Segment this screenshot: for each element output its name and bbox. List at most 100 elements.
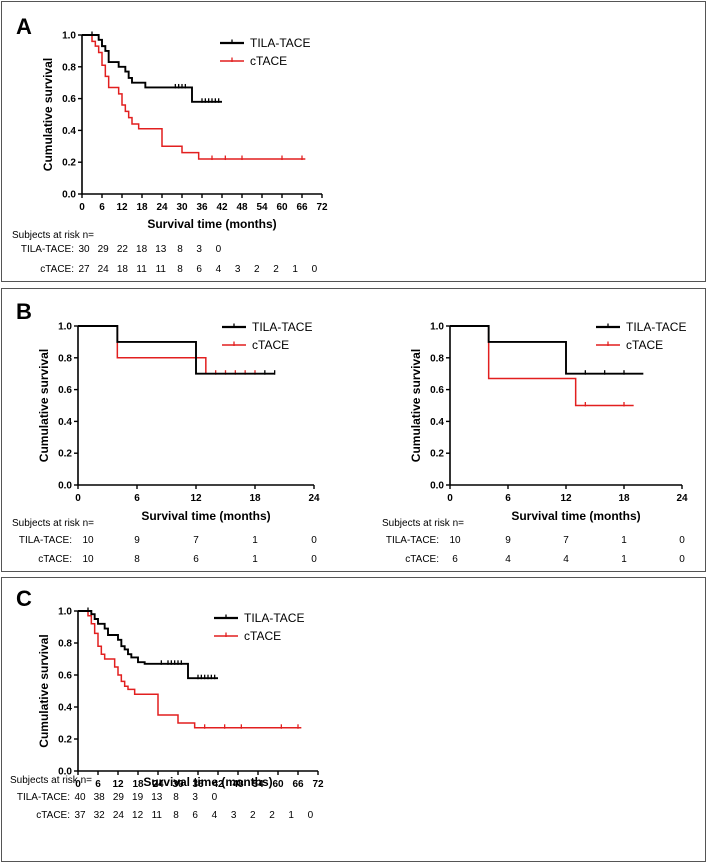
series-line-ctace bbox=[78, 610, 302, 729]
risk-value: 27 bbox=[78, 264, 90, 275]
legend-label: TILA-TACE bbox=[250, 36, 310, 50]
risk-value: 10 bbox=[82, 554, 94, 565]
km-chart-a: A 0.00.20.40.60.81.00 6 12 18 24 30 36 42 48 54 60… bbox=[12, 14, 328, 276]
x-tick-label: 6 bbox=[95, 779, 101, 790]
risk-row-label: TILA-TACE: bbox=[21, 244, 74, 255]
risk-value: 4 bbox=[212, 810, 218, 821]
risk-value: 30 bbox=[78, 244, 90, 255]
legend-label: TILA-TACE bbox=[626, 320, 686, 334]
x-tick-label: 12 bbox=[190, 493, 202, 504]
y-tick-label: 0.2 bbox=[58, 735, 72, 746]
risk-value: 8 bbox=[177, 264, 183, 275]
legend-label: cTACE bbox=[252, 338, 289, 352]
risk-value: 8 bbox=[134, 554, 140, 565]
y-tick-label: 0.8 bbox=[62, 62, 76, 73]
x-tick-label: 60 bbox=[272, 779, 284, 790]
risk-value: 8 bbox=[173, 792, 179, 803]
x-axis-title: Survival time (months) bbox=[143, 775, 272, 789]
risk-value: 6 bbox=[192, 810, 198, 821]
y-tick-label: 0.8 bbox=[58, 639, 72, 650]
y-tick-label: 0.0 bbox=[58, 481, 72, 492]
risk-value: 29 bbox=[113, 792, 125, 803]
y-tick-label: 0.6 bbox=[58, 671, 72, 682]
risk-value: 3 bbox=[235, 264, 241, 275]
x-tick-label: 24 bbox=[152, 779, 164, 790]
risk-value: 11 bbox=[156, 264, 167, 275]
risk-value: 3 bbox=[231, 810, 237, 821]
risk-value: 22 bbox=[117, 244, 129, 255]
risk-value: 0 bbox=[308, 810, 314, 821]
risk-value: 6 bbox=[452, 554, 458, 565]
x-tick-label: 0 bbox=[79, 202, 85, 213]
legend-label: cTACE bbox=[626, 338, 663, 352]
x-tick-label: 18 bbox=[249, 493, 261, 504]
risk-value: 7 bbox=[193, 535, 199, 546]
x-tick-label: 0 bbox=[75, 493, 81, 504]
chart-B-right: 0.0 0.2 0.4 0.6 0.8 1.0 0 6 12 18 24 Survival time … bbox=[382, 320, 688, 565]
series-line-ctace bbox=[82, 34, 306, 160]
risk-value: 0 bbox=[212, 792, 218, 803]
x-tick-label: 30 bbox=[172, 779, 184, 790]
risk-value: 0 bbox=[679, 554, 685, 565]
x-tick-label: 18 bbox=[618, 493, 630, 504]
risk-value: 40 bbox=[74, 792, 86, 803]
risk-value: 29 bbox=[98, 244, 110, 255]
risk-value: 1 bbox=[252, 535, 258, 546]
x-tick-label: 12 bbox=[112, 779, 124, 790]
series-line-tila-tace bbox=[78, 610, 218, 680]
y-tick-label: 0.4 bbox=[58, 703, 72, 714]
risk-value: 2 bbox=[273, 264, 279, 275]
risk-value: 1 bbox=[288, 810, 294, 821]
y-tick-label: 0.2 bbox=[58, 449, 72, 460]
x-axis-title: Survival time (months) bbox=[511, 509, 640, 523]
series-line-tila-tace bbox=[450, 325, 644, 375]
risk-value: 1 bbox=[292, 264, 298, 275]
risk-value: 1 bbox=[621, 535, 627, 546]
x-tick-label: 42 bbox=[212, 779, 224, 790]
risk-row-label: cTACE: bbox=[405, 554, 439, 565]
y-tick-label: 1.0 bbox=[58, 607, 72, 618]
risk-value: 13 bbox=[155, 244, 167, 255]
risk-value: 38 bbox=[94, 792, 106, 803]
risk-value: 8 bbox=[173, 810, 179, 821]
x-tick-label: 6 bbox=[134, 493, 140, 504]
risk-value: 0 bbox=[311, 554, 317, 565]
risk-value: 7 bbox=[563, 535, 569, 546]
panel-b: B 0.0 0.2 0.4 0.6 0.8 1.0 0 6 12 18 24 Survival tim… bbox=[1, 288, 706, 572]
x-tick-label: 30 bbox=[176, 202, 188, 213]
risk-value: 3 bbox=[196, 244, 202, 255]
risk-value: 18 bbox=[117, 264, 129, 275]
risk-value: 8 bbox=[177, 244, 183, 255]
x-tick-label: 6 bbox=[505, 493, 511, 504]
risk-value: 2 bbox=[250, 810, 256, 821]
risk-value: 0 bbox=[216, 244, 222, 255]
y-tick-label: 0.8 bbox=[430, 353, 444, 364]
x-tick-label: 60 bbox=[276, 202, 288, 213]
y-tick-label: 0.6 bbox=[58, 385, 72, 396]
panel-label-c: C bbox=[16, 586, 32, 611]
risk-value: 0 bbox=[679, 535, 685, 546]
x-tick-label: 6 bbox=[99, 202, 105, 213]
risk-value: 2 bbox=[269, 810, 275, 821]
risk-table-title: Subjects at risk n= bbox=[12, 518, 94, 529]
series-line-tila-tace bbox=[82, 34, 222, 103]
x-tick-label: 36 bbox=[196, 202, 208, 213]
y-tick-label: 0.2 bbox=[62, 158, 76, 169]
panel-c: C 0.0 0.2 0.4 0.6 0.8 1.0 0 6 12 18 24 30 36 42 48 54 60… bbox=[1, 577, 706, 862]
risk-row-label: TILA-TACE: bbox=[17, 792, 70, 803]
x-tick-label: 12 bbox=[116, 202, 128, 213]
risk-value: 1 bbox=[621, 554, 627, 565]
legend-label: TILA-TACE bbox=[244, 611, 304, 625]
risk-value: 4 bbox=[563, 554, 569, 565]
y-axis-title: Cumulative survival bbox=[37, 349, 51, 462]
panel-label-a: A bbox=[16, 14, 32, 39]
x-tick-label: 12 bbox=[560, 493, 572, 504]
x-tick-label: 66 bbox=[296, 202, 308, 213]
risk-row-label: cTACE: bbox=[38, 554, 72, 565]
legend-label: cTACE bbox=[244, 629, 281, 643]
x-tick-label: 66 bbox=[292, 779, 304, 790]
panel-a: A 0.0 0.2 0.4 0.6 0.8 1.0 0 6 12 18 24 30 36 42 48 54 60… bbox=[1, 1, 706, 282]
chart-A: 0.00.20.40.60.81.00 6 12 18 24 30 36 42 48 54 60 66… bbox=[12, 31, 328, 276]
y-axis-title: Cumulative survival bbox=[37, 634, 51, 747]
risk-value: 37 bbox=[74, 810, 86, 821]
